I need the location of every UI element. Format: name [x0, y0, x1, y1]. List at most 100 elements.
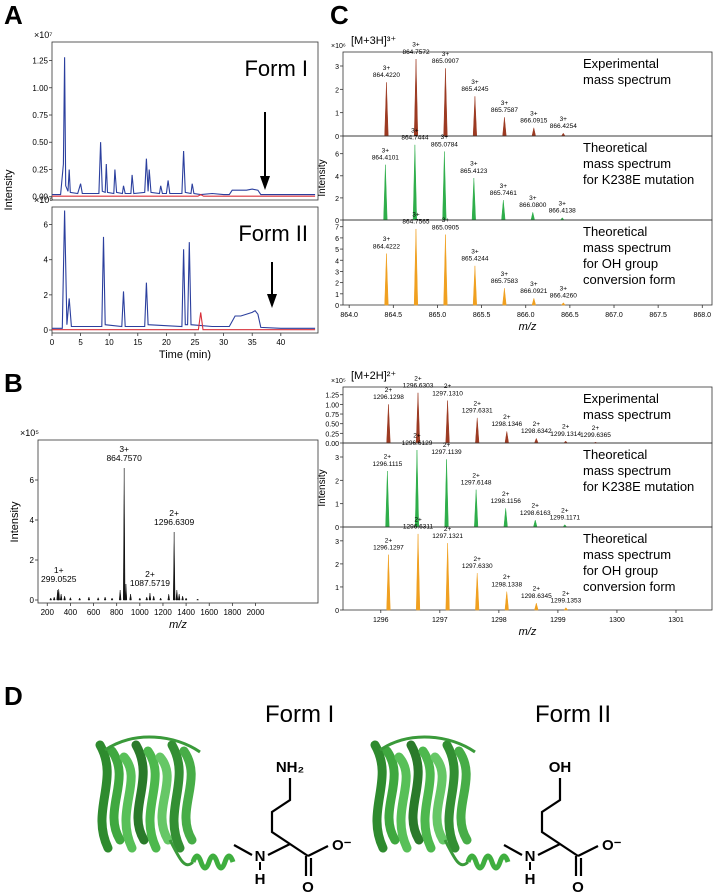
peak-mz: 865.7461 — [490, 190, 517, 197]
peak-charge: 2+ — [562, 590, 570, 597]
peak-mz: 1296.6311 — [403, 524, 434, 531]
y-tick-label: 0.75 — [325, 412, 339, 419]
peak-charge: 2+ — [444, 383, 452, 390]
beta-strand — [179, 746, 197, 845]
peak-charge: 3+ — [559, 200, 567, 207]
plot-frame — [342, 219, 713, 306]
y-tick-label: 1 — [335, 292, 339, 299]
x-tick-label: 1400 — [177, 608, 195, 617]
y-tick-label: 6 — [44, 221, 49, 230]
x-axis-label: Time (min) — [159, 349, 211, 361]
x-tick-label: 10 — [105, 338, 114, 347]
peak — [415, 533, 421, 611]
ion-header: [M+2H]²⁺ — [351, 370, 396, 382]
y-tick-label: 2 — [335, 478, 339, 485]
peak — [386, 554, 391, 611]
y-tick-label: 0 — [335, 303, 339, 310]
loop — [104, 735, 201, 754]
panel-text: conversion form — [583, 579, 675, 594]
peak — [472, 265, 477, 306]
panel-text: Experimental — [583, 391, 659, 406]
peak — [87, 596, 91, 601]
peak-mz: 1298.6345 — [521, 593, 552, 600]
y-tick-label: 2 — [30, 556, 35, 565]
x-tick-label: 864.5 — [385, 312, 403, 319]
y-tick-label: 3 — [335, 539, 339, 546]
peak-charge: 3+ — [441, 134, 449, 141]
peak-mz: 1299.6365 — [580, 432, 611, 439]
x-tick-label: 1296 — [373, 617, 389, 624]
peak — [414, 449, 420, 528]
peak-charge: 3+ — [383, 236, 391, 243]
y-tick-label: 2 — [44, 291, 49, 300]
panel-text: Theoretical — [583, 447, 647, 462]
peak — [531, 297, 536, 306]
peak-charge: 2+ — [472, 472, 480, 479]
peak-mz: 1296.6303 — [403, 383, 434, 390]
peak — [118, 589, 122, 601]
peak — [196, 598, 200, 601]
peak-mz: 866.4260 — [550, 293, 577, 300]
beta-strand — [418, 746, 436, 853]
peak-charge: 2+ — [502, 491, 510, 498]
x-axis-label: m/z — [519, 626, 537, 638]
peak-mz: 1297.1139 — [431, 449, 462, 456]
y-tick-label: 4 — [335, 258, 339, 265]
loop — [168, 839, 195, 867]
chart-title: Form I — [244, 56, 308, 81]
peak — [533, 519, 538, 528]
peak-mz: 865.4123 — [460, 168, 487, 175]
peak — [444, 459, 449, 528]
beta-strand — [370, 740, 388, 853]
peak-mz: 1297.1321 — [432, 533, 463, 540]
peak — [534, 602, 539, 611]
axis-multiplier: ×10⁶ — [331, 43, 346, 50]
x-tick-label: 1297 — [432, 617, 448, 624]
y-tick-label: 6 — [335, 236, 339, 243]
peak — [145, 596, 148, 601]
peak-mz: 865.0907 — [432, 58, 459, 65]
peak-charge: 2+ — [414, 375, 422, 382]
peak-mz: 864.7444 — [401, 135, 428, 142]
peak-charge: 2+ — [533, 421, 541, 428]
peak-charge: 3+ — [383, 65, 391, 72]
bond — [307, 845, 329, 857]
peak — [531, 127, 536, 137]
peak — [413, 228, 419, 306]
y-axis-label: Intensity — [9, 501, 21, 542]
x-tick-label: 1298 — [491, 617, 507, 624]
atom: O — [572, 879, 584, 896]
peak-charge: 2+ — [444, 526, 452, 533]
axis-multiplier: ×10⁶ — [34, 195, 53, 205]
peak-mz: 1297.1310 — [432, 390, 463, 397]
peak-mz: 1296.1298 — [373, 394, 404, 401]
peak-mz: 866.4138 — [549, 208, 576, 215]
peak-mz: 1297.6330 — [462, 563, 493, 570]
x-tick-label: 30 — [219, 338, 228, 347]
panel-label: B — [4, 368, 23, 398]
peak — [123, 467, 126, 601]
peak-mz: 1297.6331 — [462, 408, 493, 415]
peak-charge: 2+ — [145, 569, 155, 579]
peak-charge: 3+ — [442, 217, 450, 224]
peak — [384, 82, 389, 137]
side-chain — [540, 778, 579, 857]
x-tick-label: 0 — [50, 338, 55, 347]
beta-strand — [382, 746, 400, 845]
peak-mz: 1299.1353 — [551, 597, 582, 604]
peak — [175, 589, 179, 601]
y-axis-label: Intensity — [3, 169, 15, 210]
peak — [530, 212, 535, 221]
beta-strand — [107, 746, 125, 845]
y-tick-label: 0.50 — [32, 138, 48, 147]
peak — [563, 607, 569, 611]
beta-strand — [430, 752, 448, 845]
y-tick-label: 1 — [335, 502, 339, 509]
peak-charge: 2+ — [385, 537, 393, 544]
bond — [537, 843, 561, 856]
x-tick-label: 867.0 — [605, 312, 623, 319]
peak-mz: 865.0905 — [432, 224, 459, 231]
peak-mz: 865.7583 — [491, 278, 518, 285]
x-tick-label: 400 — [64, 608, 78, 617]
peak — [181, 595, 184, 601]
